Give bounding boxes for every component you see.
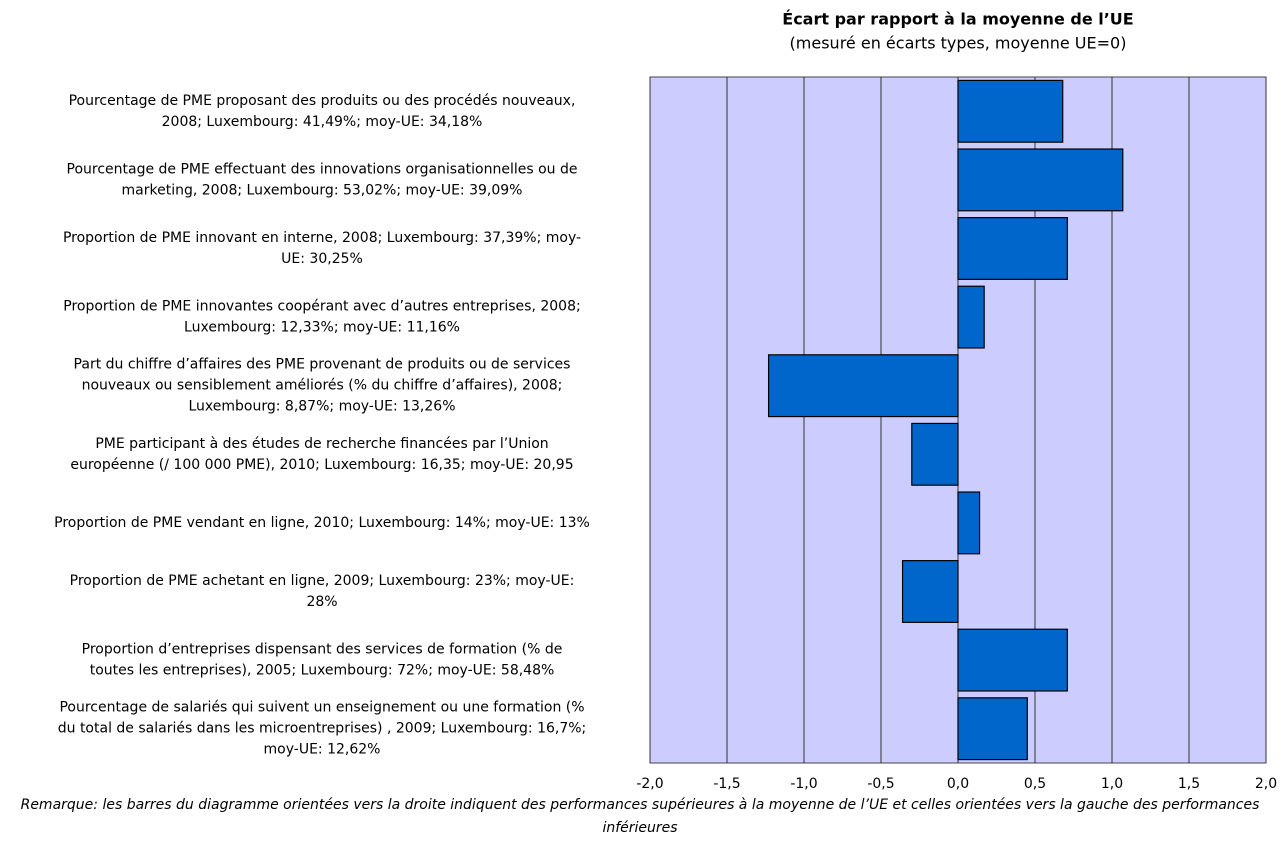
y-tick-label: marketing, 2008; Luxembourg: 53,02%; moy… — [122, 182, 523, 198]
bar — [957, 628, 1068, 692]
y-tick-label: Proportion d’entreprises dispensant des … — [82, 642, 563, 658]
y-tick-label: moy-UE: 12,62% — [264, 742, 381, 758]
y-tick-label: UE: 30,25% — [281, 251, 363, 267]
x-tick-label: -2,0 — [636, 776, 663, 790]
x-tick-label: -1,0 — [790, 776, 817, 790]
y-tick-label: 2008; Luxembourg: 41,49%; moy-UE: 34,18% — [162, 114, 483, 130]
bar — [957, 217, 1068, 280]
bar — [767, 354, 959, 418]
x-tick-label: -0,5 — [867, 776, 894, 790]
y-tick-label: Pourcentage de salariés qui suivent un e… — [59, 700, 584, 716]
y-tick-label: PME participant à des études de recherch… — [95, 436, 548, 452]
y-tick-label: Proportion de PME innovantes coopérant a… — [63, 299, 580, 315]
x-tick-label: 2,0 — [1255, 776, 1277, 790]
bar — [957, 491, 981, 555]
y-tick-label: Part du chiffre d’affaires des PME prove… — [74, 357, 571, 373]
x-tick-label: -1,5 — [713, 776, 740, 790]
chart-subtitle: (mesuré en écarts types, moyenne UE=0) — [790, 34, 1127, 53]
note: Remarque: les barres du diagramme orient… — [20, 797, 1260, 836]
bar — [957, 148, 1124, 212]
y-tick-label: Pourcentage de PME effectuant des innova… — [67, 161, 578, 177]
bar — [911, 422, 959, 486]
x-tick-label: 1,5 — [1178, 776, 1200, 790]
y-tick-label: nouveaux ou sensiblement améliorés (% du… — [82, 378, 563, 394]
y-tick-label: Luxembourg: 12,33%; moy-UE: 11,16% — [184, 320, 460, 336]
bar — [901, 560, 959, 623]
y-tick-label: Proportion de PME achetant en ligne, 200… — [70, 573, 575, 589]
bar — [957, 285, 985, 349]
y-tick-label: Proportion de PME vendant en ligne, 2010… — [54, 515, 590, 531]
x-tick-label: 0,5 — [1024, 776, 1046, 790]
y-tick-label: européenne (/ 100 000 PME), 2010; Luxemb… — [70, 457, 573, 473]
y-tick-label: du total de salariés dans les microentre… — [58, 721, 587, 737]
y-tick-label: Luxembourg: 8,87%; moy-UE: 13,26% — [189, 399, 456, 415]
x-tick-label: 1,0 — [1101, 776, 1123, 790]
bar — [957, 79, 1064, 143]
x-tick-label: 0,0 — [947, 776, 969, 790]
chart: Écart par rapport à la moyenne de l’UE (… — [54, 10, 1277, 791]
chart-title: Écart par rapport à la moyenne de l’UE — [782, 10, 1133, 29]
bar — [957, 697, 1028, 761]
y-tick-label: Proportion de PME innovant en interne, 2… — [63, 230, 581, 246]
y-tick-label: 28% — [306, 594, 337, 610]
y-tick-label: toutes les entreprises), 2005; Luxembour… — [90, 663, 555, 679]
y-tick-label: Pourcentage de PME proposant des produit… — [69, 93, 576, 109]
